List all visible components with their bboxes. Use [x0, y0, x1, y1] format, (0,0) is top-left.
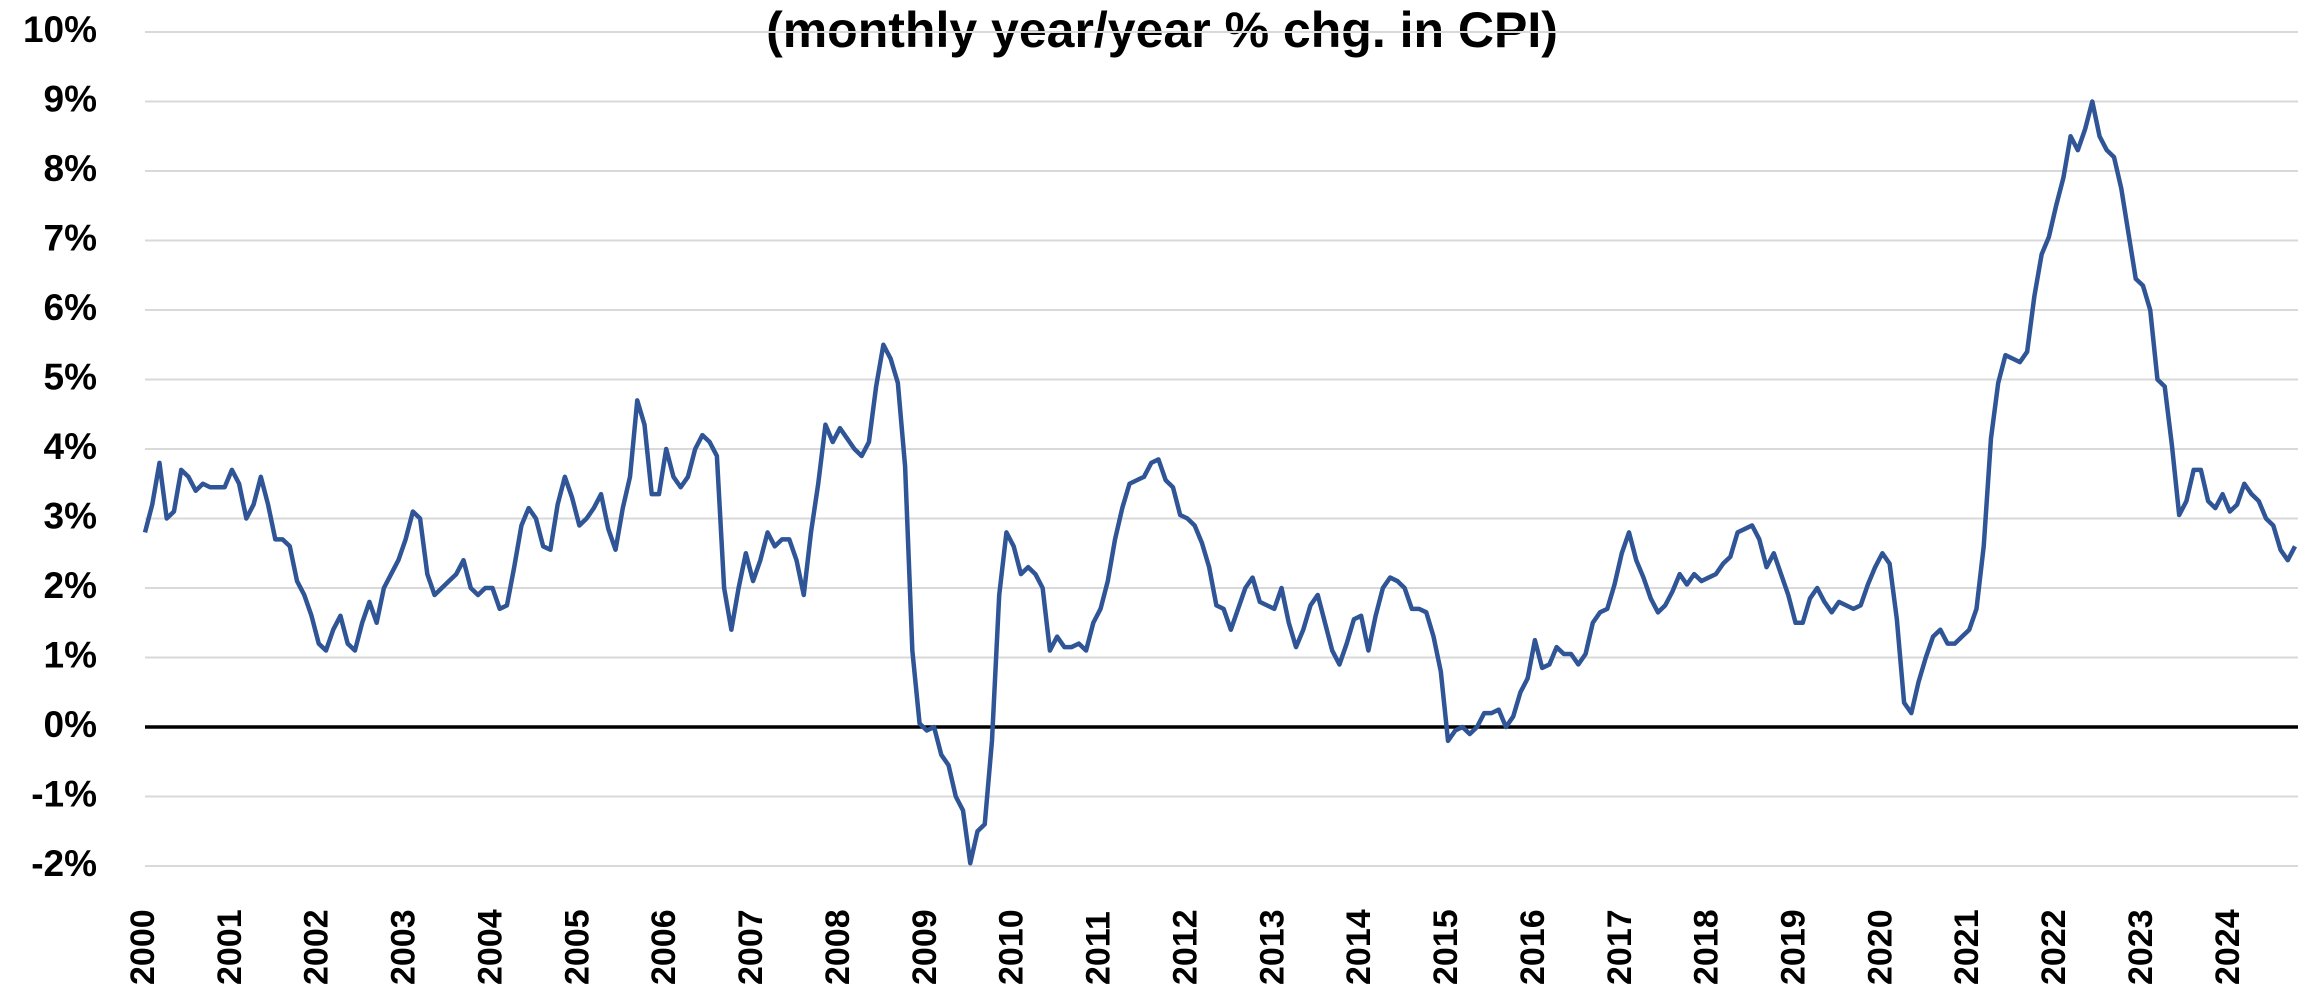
x-tick-label: 2022	[2035, 909, 2073, 985]
y-tick-label: -2%	[31, 843, 97, 884]
y-tick-label: 6%	[44, 287, 97, 328]
x-tick-label: 2020	[1861, 909, 1899, 985]
x-tick-label: 2007	[732, 909, 770, 985]
y-tick-label: 7%	[44, 217, 97, 258]
x-tick-label: 2015	[1427, 909, 1465, 985]
x-tick-label: 2019	[1774, 909, 1812, 985]
x-tick-label: 2018	[1688, 909, 1726, 985]
y-tick-label: 8%	[44, 148, 97, 189]
y-tick-label: 1%	[44, 634, 97, 675]
data-line	[142, 99, 2297, 866]
y-tick-label: -1%	[31, 773, 97, 814]
x-tick-label: 2006	[645, 909, 683, 985]
x-tick-label: 2003	[385, 909, 423, 985]
chart-title: (monthly year/year % chg. in CPI)	[766, 2, 1558, 58]
x-tick-label: 2010	[993, 909, 1031, 985]
x-tick-label: 2004	[471, 909, 509, 985]
x-tick-label: 2016	[1514, 909, 1552, 985]
x-tick-label: 2024	[2209, 909, 2247, 985]
x-tick-label: 2001	[211, 909, 249, 985]
x-tick-label: 2013	[1253, 909, 1291, 985]
x-tick-label: 2023	[2122, 909, 2160, 985]
y-tick-label: 10%	[23, 9, 97, 50]
x-tick-label: 2008	[819, 909, 857, 985]
x-tick-label: 2009	[906, 909, 944, 985]
x-tick-label: 2011	[1080, 911, 1118, 985]
y-tick-label: 4%	[44, 426, 97, 467]
y-tick-label: 3%	[44, 495, 97, 536]
x-tick-label: 2012	[1166, 909, 1204, 985]
y-tick-label: 0%	[44, 704, 97, 745]
x-tick-label: 2021	[1948, 909, 1986, 985]
x-tick-label: 2017	[1601, 909, 1639, 985]
x-tick-label: 2005	[558, 909, 596, 985]
x-tick-label: 2014	[1340, 909, 1378, 985]
y-tick-label: 9%	[44, 78, 97, 119]
y-tick-label: 5%	[44, 356, 97, 397]
x-tick-label: 2002	[298, 909, 336, 985]
y-tick-label: 2%	[44, 565, 97, 606]
x-tick-label: 2000	[124, 909, 162, 985]
